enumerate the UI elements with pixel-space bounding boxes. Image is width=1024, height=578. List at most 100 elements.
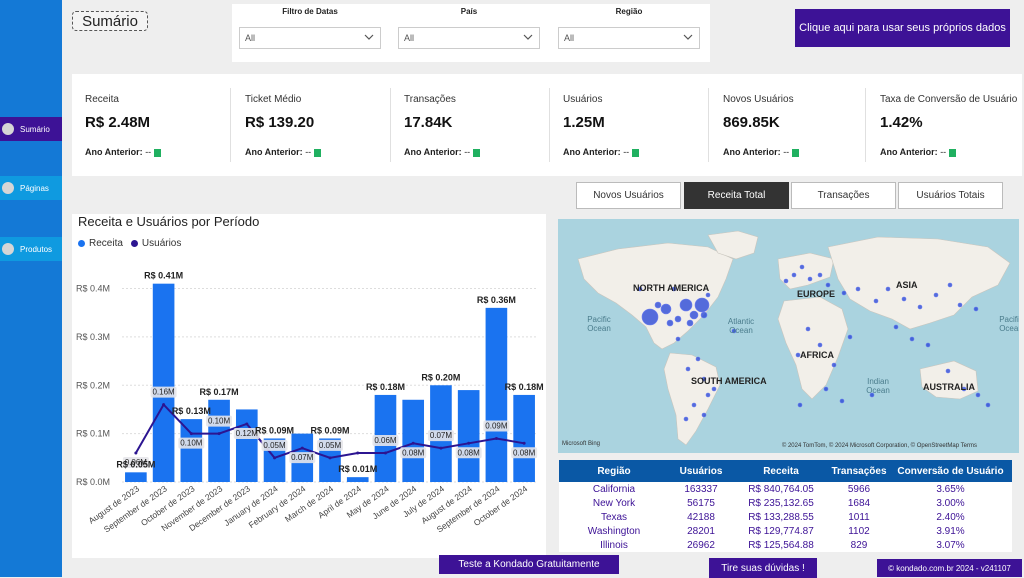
map-point[interactable] bbox=[783, 278, 789, 284]
column-header-receita[interactable]: Receita bbox=[763, 465, 799, 477]
sidebar-item-produtos[interactable]: Produtos bbox=[0, 237, 62, 261]
map-point[interactable] bbox=[685, 366, 691, 372]
map-point[interactable] bbox=[885, 286, 891, 292]
map-point[interactable] bbox=[947, 282, 953, 288]
map-point[interactable] bbox=[695, 356, 701, 362]
region-filter-select[interactable]: All bbox=[558, 27, 700, 49]
map-point[interactable] bbox=[674, 315, 682, 323]
sidebar-item-paginas[interactable]: Páginas bbox=[0, 176, 62, 200]
legend-marker-usuarios bbox=[130, 240, 138, 247]
table-row[interactable]: Illinois 26962 R$ 125,564.88 829 3.07% bbox=[559, 538, 1012, 552]
map-point[interactable] bbox=[847, 334, 853, 340]
map-point[interactable] bbox=[817, 272, 823, 278]
map-point[interactable] bbox=[654, 301, 662, 309]
map-point[interactable] bbox=[675, 336, 681, 342]
map-point[interactable] bbox=[973, 306, 979, 312]
map-point[interactable] bbox=[873, 298, 879, 304]
map-point[interactable] bbox=[731, 328, 737, 334]
map-point[interactable] bbox=[807, 276, 813, 282]
map-point[interactable] bbox=[975, 392, 981, 398]
column-header-regiao[interactable]: Região bbox=[597, 465, 631, 477]
map-point[interactable] bbox=[825, 282, 831, 288]
map-point[interactable] bbox=[945, 368, 951, 374]
table-cell: 829 bbox=[850, 539, 868, 551]
trend-icon bbox=[632, 148, 640, 157]
map-point[interactable] bbox=[917, 304, 923, 310]
date-filter-select[interactable]: All bbox=[239, 27, 381, 49]
map-point[interactable] bbox=[666, 319, 674, 327]
map-point[interactable] bbox=[893, 324, 899, 330]
map-point[interactable] bbox=[985, 402, 991, 408]
chart-legend: Receita Usuários bbox=[78, 238, 181, 249]
region-filter-label: Região bbox=[615, 7, 643, 16]
map-point[interactable] bbox=[839, 398, 845, 404]
line-label-bg bbox=[233, 427, 260, 439]
map-point[interactable] bbox=[705, 392, 711, 398]
country-filter-select[interactable]: All bbox=[398, 27, 540, 49]
map-point[interactable] bbox=[641, 308, 659, 326]
map-point[interactable] bbox=[705, 292, 711, 298]
map-point[interactable] bbox=[817, 342, 823, 348]
map-point[interactable] bbox=[823, 386, 829, 392]
map-point[interactable] bbox=[909, 336, 915, 342]
map-point[interactable] bbox=[795, 352, 801, 358]
tab-receita-total[interactable]: Receita Total bbox=[684, 182, 789, 209]
chart-canvas: R$ 0.0M R$ 0.1M R$ 0.2M R$ 0.3M R$ 0.4M 0.06M… bbox=[76, 271, 544, 535]
map-point[interactable] bbox=[925, 342, 931, 348]
map-point[interactable] bbox=[691, 402, 697, 408]
map-points bbox=[637, 264, 991, 422]
ocean-label-indian: Indian Ocean bbox=[866, 377, 890, 395]
map-point[interactable] bbox=[711, 386, 717, 392]
line-data-label: 0.16M bbox=[152, 388, 175, 397]
sidebar-item-sumario[interactable]: Sumário bbox=[0, 117, 62, 141]
map-point[interactable] bbox=[805, 326, 811, 332]
kpi-prev-label: Ano Anterior: bbox=[563, 147, 621, 157]
map-point[interactable] bbox=[841, 290, 847, 296]
table-cell: 3.91% bbox=[936, 525, 965, 537]
column-header-usuarios[interactable]: Usuários bbox=[679, 465, 723, 477]
tab-novos-usuarios[interactable]: Novos Usuários bbox=[576, 182, 681, 209]
map-point[interactable] bbox=[683, 416, 689, 422]
map-point[interactable] bbox=[660, 303, 672, 315]
line-data-label: 0.05M bbox=[263, 441, 286, 450]
table-row[interactable]: Texas 42188 R$ 133,288.55 1011 2.40% bbox=[559, 510, 1012, 524]
point-usuarios bbox=[245, 422, 249, 426]
map-point[interactable] bbox=[689, 310, 699, 320]
map-point[interactable] bbox=[637, 286, 643, 292]
map-point[interactable] bbox=[957, 302, 963, 308]
free-trial-button[interactable]: Teste a Kondado Gratuitamente bbox=[439, 555, 619, 574]
map-point[interactable] bbox=[694, 297, 710, 313]
table-row[interactable]: New York 56175 R$ 235,132.65 1684 3.00% bbox=[559, 496, 1012, 510]
map-point[interactable] bbox=[701, 376, 707, 382]
column-header-transacoes[interactable]: Transações bbox=[831, 465, 887, 477]
table-row[interactable]: Washington 28201 R$ 129,774.87 1102 3.91… bbox=[559, 524, 1012, 538]
map-point[interactable] bbox=[679, 298, 693, 312]
map-label-europe: EUROPE bbox=[797, 289, 836, 299]
line-label-bg bbox=[427, 430, 454, 442]
map-point[interactable] bbox=[961, 386, 967, 392]
map-point[interactable] bbox=[701, 412, 707, 418]
map-point[interactable] bbox=[831, 362, 837, 368]
map-point[interactable] bbox=[799, 264, 805, 270]
map-point[interactable] bbox=[671, 286, 677, 292]
column-header-conversao[interactable]: Conversão de Usuário bbox=[897, 465, 1004, 477]
tab-transacoes[interactable]: Transações bbox=[791, 182, 896, 209]
map-point[interactable] bbox=[686, 319, 694, 327]
use-own-data-button[interactable]: Clique aqui para usar seus próprios dado… bbox=[795, 9, 1010, 47]
ocean-label-pacific-left: Pacific Ocean bbox=[587, 315, 611, 333]
table-header: Região Usuários Receita Transações Conve… bbox=[559, 460, 1012, 482]
help-button[interactable]: Tire suas dúvidas ! bbox=[709, 558, 817, 578]
map-point[interactable] bbox=[869, 392, 875, 398]
map-point[interactable] bbox=[855, 286, 861, 292]
map-point[interactable] bbox=[700, 311, 708, 319]
world-map[interactable]: NORTH AMERICA EUROPE ASIA AFRICA SOUTH A… bbox=[558, 219, 1019, 453]
map-point[interactable] bbox=[933, 292, 939, 298]
tab-usuarios-totais[interactable]: Usuários Totais bbox=[898, 182, 1003, 209]
map-point[interactable] bbox=[791, 272, 797, 278]
map-point[interactable] bbox=[797, 402, 803, 408]
table-row[interactable]: California 163337 R$ 840,764.05 5966 3.6… bbox=[559, 482, 1012, 496]
map-attribution[interactable]: © 2024 TomTom, © 2024 Microsoft Corporat… bbox=[781, 443, 977, 449]
chevron-down-icon bbox=[683, 34, 693, 40]
map-point[interactable] bbox=[901, 296, 907, 302]
footer-credit[interactable]: © kondado.com.br 2024 - v241107 bbox=[877, 559, 1022, 577]
